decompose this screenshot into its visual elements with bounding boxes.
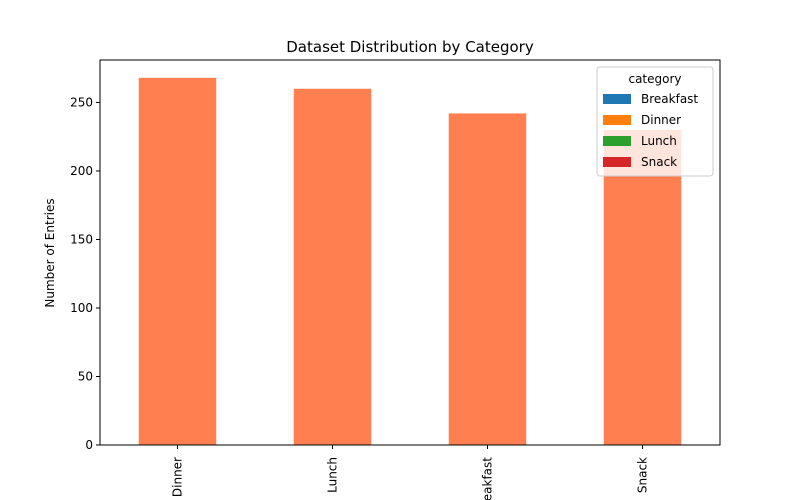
x-tick-label: Dinner xyxy=(171,457,185,497)
y-tick-label: 250 xyxy=(70,95,93,109)
x-tick-label: Snack xyxy=(636,457,650,493)
x-tick-label: Breakfast xyxy=(481,457,495,500)
x-tick-label: Lunch xyxy=(326,457,340,493)
legend-swatch-snack xyxy=(603,157,631,167)
bar-dinner xyxy=(138,77,217,445)
y-tick-label: 0 xyxy=(85,438,93,452)
legend-label-breakfast: Breakfast xyxy=(641,92,698,106)
legend-swatch-lunch xyxy=(603,136,631,146)
y-tick-label: 100 xyxy=(70,301,93,315)
bar-snack xyxy=(603,129,682,446)
chart-title: Dataset Distribution by Category xyxy=(286,38,534,56)
legend-title: category xyxy=(628,72,681,86)
legend-label-dinner: Dinner xyxy=(641,113,681,127)
legend-swatch-breakfast xyxy=(603,94,631,104)
legend-label-lunch: Lunch xyxy=(641,134,677,148)
legend-label-snack: Snack xyxy=(641,155,677,169)
y-tick-label: 200 xyxy=(70,164,93,178)
legend-swatch-dinner xyxy=(603,115,631,125)
y-tick-label: 50 xyxy=(78,369,93,383)
bar-lunch xyxy=(293,88,372,445)
bar-breakfast xyxy=(448,113,527,445)
legend: category Breakfast Dinner Lunch Snack xyxy=(596,66,714,177)
y-tick-label: 150 xyxy=(70,232,93,246)
plot-area: Dinner Lunch Breakfast Snack 0 50 100 150 200 250 xyxy=(70,59,721,500)
axes-frame xyxy=(99,59,721,446)
y-axis-label: Number of Entries xyxy=(43,198,57,307)
